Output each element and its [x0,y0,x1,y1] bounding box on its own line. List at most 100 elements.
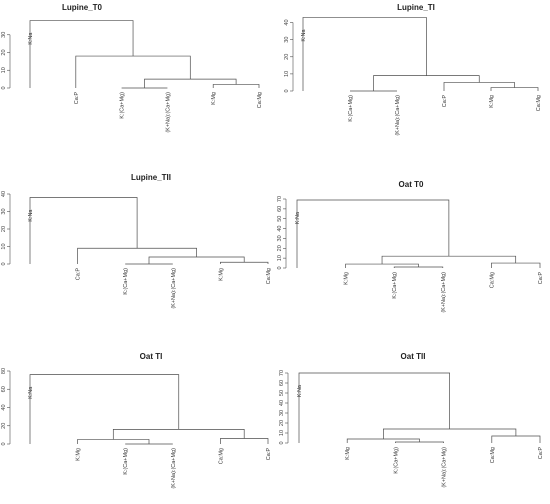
y-tick-label: 10 [1,67,7,73]
y-tick-label: 70 [277,196,283,202]
leaf-label-k-na-ca-mg: (K+Na):(Ca+Mg) [441,272,447,313]
y-tick-label: 0 [284,89,290,92]
dendrogram-branch [220,261,269,264]
dendrogram-branch [220,438,269,444]
y-tick-label: 50 [277,216,283,222]
leaf-label-k-na-ca-mg: (K+Na):(Ca+Mg) [165,92,171,133]
panel-title: Oat TI [140,352,163,361]
dendrogram-panel-3: Lupine_TII 0 10 20 30 40 K:Na Ca:P K:(Ca+Mg) (K+N… [1,173,272,309]
leaf-label-k-mg: K:Mg [489,95,495,108]
dendrogram-branch [148,256,245,264]
leaf-label-k-na: K:Na [301,28,307,41]
y-tick-label: 70 [279,370,285,376]
leaf-label-k-na: K:Na [295,211,301,224]
dendrogram-branch [29,374,180,444]
y-tick-label: 0 [1,262,7,265]
panel-title: Oat TII [401,352,426,361]
leaf-label-k-ca-mg: K:(Ca+Mg) [348,95,354,122]
dendrogram-branch [491,435,541,443]
leaf-label-k-mg: K:Mg [76,448,82,461]
dendrogram-branch [29,197,138,264]
dendrogram-branch [77,439,150,444]
y-tick-label: 40 [284,19,290,25]
dendrogram-branch [212,84,260,88]
panel-title: Lupine_TII [131,173,171,182]
leaf-label-ca-p: Ca:P [266,448,272,461]
y-tick-label: 20 [1,226,7,232]
dendrogram-branch [75,55,191,88]
dendrogram-branch [490,87,539,91]
dendrogram-branch [77,247,197,264]
leaf-label-k-ca-mg: K:(Ca+Mg) [123,448,129,475]
y-tick-label: 0 [279,441,285,444]
dendrogram-panel-5: Oat TI 0 20 40 60 80 K:Na K:Mg K:(Ca+Mg) (K+Na):(… [1,352,272,489]
y-tick-label: 60 [1,386,7,392]
dendrogram-branch [373,75,480,91]
leaf-label-ca-mg: Ca:Mg [218,448,224,464]
dendrogram-branch [296,199,450,268]
leaf-label-k-ca-mg: K:(Ca+Mg) [393,447,399,474]
leaf-label-k-na: K:Na [28,32,34,45]
y-tick-label: 20 [284,54,290,60]
leaf-label-ca-mg: Ca:Mg [257,92,263,108]
dendrogram-branch [298,372,450,443]
dendrogram-branch [393,266,444,268]
leaf-label-ca-mg: Ca:Mg [266,268,272,284]
leaf-label-k-ca-mg: K:(Ca+Mg) [392,272,398,299]
leaf-label-k-na: K:Na [28,386,34,399]
leaf-label-k-na: K:Na [297,384,303,397]
y-tick-label: 20 [1,423,7,429]
y-tick-label: 30 [1,32,7,38]
dendrogram-branch [491,262,541,268]
y-tick-label: 40 [1,404,7,410]
y-tick-label: 0 [1,442,7,445]
dendrogram-branch [383,428,517,439]
leaf-label-ca-p: Ca:P [74,92,80,105]
y-tick-label: 40 [277,226,283,232]
dendrogram-branch [29,20,134,88]
dendrogram-branch [395,441,444,443]
y-tick-label: 30 [284,37,290,43]
leaf-label-ca-p: Ca:P [76,268,82,281]
y-tick-label: 30 [277,235,283,241]
dendrogram-branch [345,263,419,268]
y-tick-label: 30 [279,410,285,416]
dendrogram-branch [443,82,515,91]
leaf-label-k-na-ca-mg: (K+Na):(Ca+Mg) [395,95,401,136]
leaf-label-ca-mg: Ca:Mg [536,95,542,111]
leaf-label-ca-p: Ca:P [538,272,544,285]
panel-title: Lupine_T0 [62,3,103,12]
dendrogram-panel-4: Oat T0 0 10 20 30 40 50 60 70 K:Na K:Mg K:(Ca+Mg) (K… [277,180,544,313]
y-tick-label: 10 [284,71,290,77]
dendrogram-branch [112,429,245,440]
y-tick-label: 0 [1,86,7,89]
y-tick-label: 20 [277,245,283,251]
y-tick-label: 0 [277,266,283,269]
dendrogram-branch [302,17,427,91]
y-tick-label: 10 [277,255,283,261]
leaf-label-k-na-ca-mg: (K+Na):(Ca+Mg) [171,448,177,489]
leaf-label-ca-p: Ca:P [442,95,448,108]
leaf-label-k-mg: K:Mg [218,268,224,281]
dendrogram-panel-2: Lupine_TI 0 10 20 30 40 K:Na K:(Ca+Mg) (K+Na):(C… [284,3,542,136]
leaf-label-k-mg: K:Mg [211,92,217,105]
y-tick-label: 30 [1,208,7,214]
y-tick-label: 60 [277,206,283,212]
y-tick-label: 10 [1,243,7,249]
leaf-label-ca-p: Ca:P [538,447,544,460]
dendrogram-panel-1: Lupine_T0 0 10 20 30 K:Na Ca:P K:(Ca+Mg) (K+Na):… [1,3,263,133]
panel-title: Oat T0 [399,180,424,189]
y-tick-label: 20 [279,420,285,426]
leaf-label-k-mg: K:Mg [345,447,351,460]
leaf-label-k-ca-mg: K:(Ca+Mg) [123,268,129,295]
leaf-label-k-ca-mg: K:(Ca+Mg) [120,92,126,119]
leaf-label-ca-mg: Ca:Mg [489,272,495,288]
panel-title: Lupine_TI [397,3,435,12]
dendrogram-branch [144,78,237,88]
y-tick-label: 40 [279,400,285,406]
dendrogram-branch [346,438,420,443]
y-tick-label: 10 [279,430,285,436]
leaf-label-k-na-ca-mg: (K+Na):(Ca+Mg) [442,447,448,488]
y-tick-label: 20 [1,49,7,55]
